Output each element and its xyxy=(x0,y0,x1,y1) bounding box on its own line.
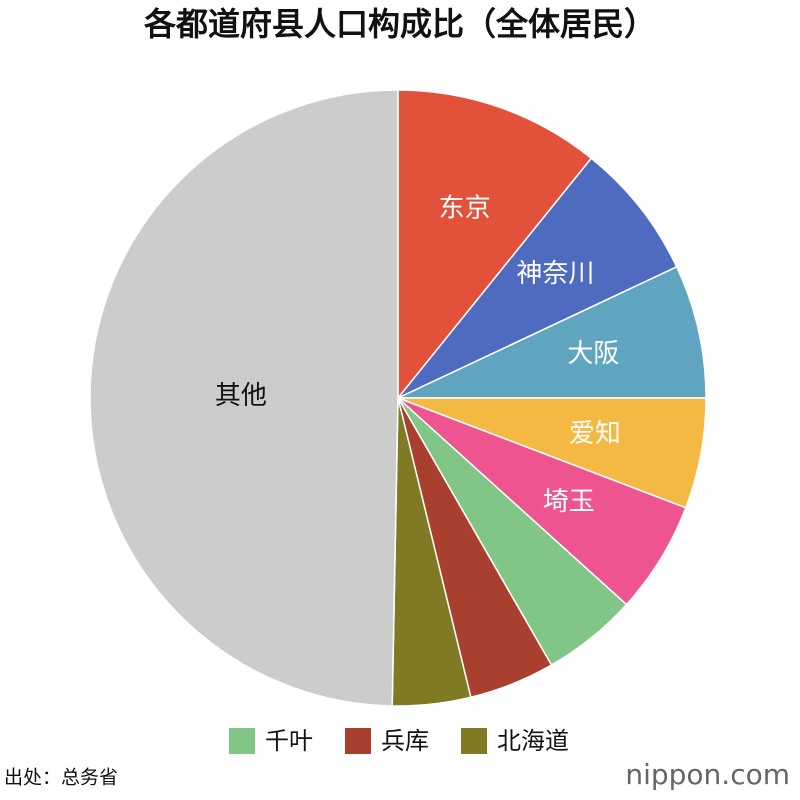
legend-swatch xyxy=(461,728,487,754)
pie-slice xyxy=(397,157,678,399)
slice-label: 大阪 xyxy=(567,339,619,369)
legend-label: 兵库 xyxy=(381,727,429,755)
chart-title: 各都道府县人口构成比（全体居民） xyxy=(144,5,656,43)
slice-label: 东京 xyxy=(439,194,491,224)
slice-label: 埼玉 xyxy=(543,487,595,517)
source-note: 出处：总务省 xyxy=(4,767,118,789)
slice-label: 神奈川 xyxy=(516,259,594,289)
legend-label: 北海道 xyxy=(497,727,569,755)
pie-slice xyxy=(89,89,399,707)
watermark: nippon.com xyxy=(625,758,790,791)
slice-label: 爱知 xyxy=(569,419,621,449)
slice-label: 其他 xyxy=(215,381,267,411)
legend-swatch xyxy=(229,728,255,754)
legend-label: 千叶 xyxy=(265,727,313,755)
pie-slice xyxy=(397,265,707,399)
legend-swatch xyxy=(345,728,371,754)
pie-slice xyxy=(397,89,593,401)
